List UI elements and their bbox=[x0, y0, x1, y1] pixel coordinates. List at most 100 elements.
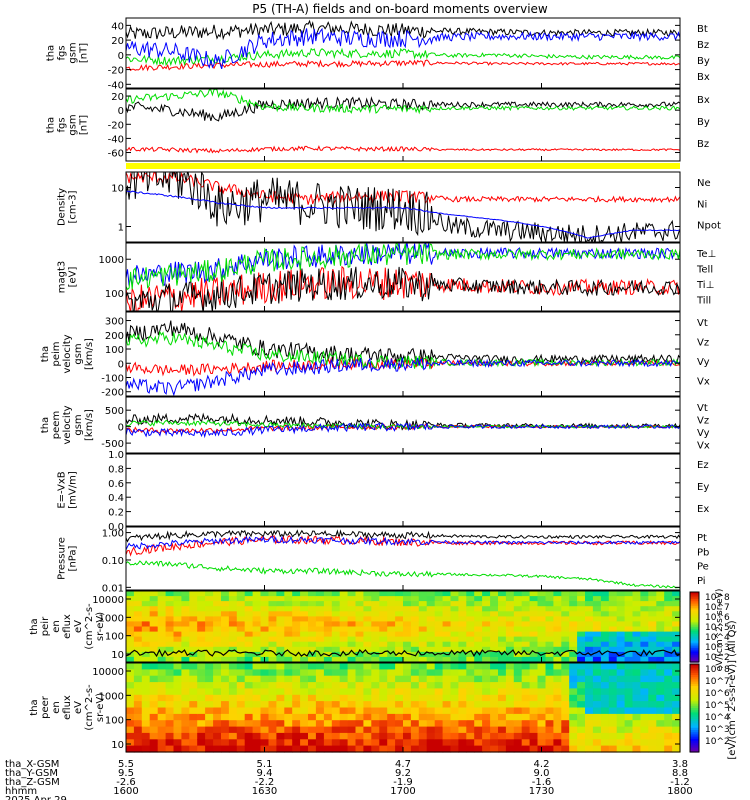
ylabel-temperature: [eV] bbox=[68, 267, 79, 288]
heat-cell bbox=[260, 606, 269, 612]
heat-cell bbox=[181, 621, 190, 628]
heat-cell bbox=[474, 688, 483, 696]
heat-cell bbox=[308, 675, 317, 683]
heat-cell bbox=[149, 707, 159, 715]
heat-cell bbox=[624, 720, 634, 728]
heat-cell bbox=[616, 732, 626, 740]
heat-cell bbox=[553, 739, 562, 747]
heat-cell bbox=[569, 713, 578, 721]
heat-cell bbox=[474, 663, 483, 670]
heat-cell bbox=[260, 611, 269, 617]
heat-cell bbox=[228, 656, 238, 663]
heat-cell bbox=[521, 641, 531, 648]
heat-cell bbox=[529, 682, 539, 690]
heat-cell bbox=[450, 713, 459, 721]
heat-cell bbox=[181, 675, 190, 683]
heat-cell bbox=[521, 713, 531, 721]
heat-cell bbox=[482, 720, 491, 728]
heat-cell bbox=[331, 631, 341, 638]
heat-cell bbox=[521, 651, 531, 658]
heat-cell bbox=[213, 591, 222, 597]
heat-cell bbox=[213, 636, 222, 643]
heat-cell bbox=[521, 732, 531, 740]
heat-cell bbox=[600, 732, 610, 740]
heat-cell bbox=[300, 616, 309, 623]
heat-cell bbox=[157, 669, 167, 677]
heat-cell bbox=[482, 726, 491, 734]
heat-cell bbox=[656, 611, 665, 617]
heat-cell bbox=[624, 636, 634, 643]
colorbar-cell bbox=[690, 688, 699, 691]
heat-cell bbox=[205, 631, 214, 638]
heat-cell bbox=[189, 591, 198, 597]
heat-cell bbox=[537, 688, 546, 696]
heat-cell bbox=[616, 641, 626, 648]
heat-cell bbox=[189, 621, 198, 628]
heat-cell bbox=[387, 745, 396, 753]
heat-cell bbox=[173, 606, 182, 612]
heat-cell bbox=[632, 641, 641, 648]
heat-cell bbox=[149, 713, 159, 721]
heat-cell bbox=[189, 675, 198, 683]
heat-cell bbox=[181, 606, 190, 612]
colorbar-cell bbox=[690, 651, 699, 654]
heat-cell bbox=[331, 745, 341, 753]
heat-cell bbox=[624, 675, 634, 683]
colorbar-cell bbox=[690, 727, 699, 731]
heat-cell bbox=[656, 682, 665, 690]
heat-cell bbox=[664, 636, 673, 643]
heat-cell bbox=[339, 707, 349, 715]
heat-cell bbox=[205, 596, 214, 602]
heat-cell bbox=[228, 636, 238, 643]
heat-cell bbox=[371, 621, 380, 628]
ytick-label: 0 bbox=[118, 423, 124, 434]
heat-cell bbox=[592, 726, 602, 734]
heat-cell bbox=[505, 745, 515, 753]
ylabel-peim-velocity: [km/s] bbox=[84, 338, 95, 370]
heat-cell bbox=[418, 631, 428, 638]
heat-cell bbox=[126, 682, 135, 690]
colorbar-cell bbox=[690, 609, 699, 612]
heat-cell bbox=[300, 745, 309, 753]
heat-cell bbox=[537, 669, 546, 677]
heat-cell bbox=[244, 631, 254, 638]
heat-cell bbox=[537, 682, 546, 690]
heat-cell bbox=[553, 669, 562, 677]
heat-cell bbox=[244, 596, 254, 602]
heat-cell bbox=[141, 646, 151, 653]
heat-cell bbox=[466, 626, 475, 633]
heat-cell bbox=[458, 682, 467, 690]
heat-cell bbox=[213, 596, 222, 602]
heat-cell bbox=[157, 626, 167, 633]
heat-cell bbox=[450, 720, 459, 728]
heat-cell bbox=[276, 656, 285, 663]
heat-cell bbox=[244, 745, 254, 753]
heat-cell bbox=[300, 621, 309, 628]
heat-cell bbox=[339, 601, 349, 607]
heat-cell bbox=[585, 626, 594, 633]
heat-cell bbox=[339, 739, 349, 747]
ytick-label: -100 bbox=[101, 373, 124, 384]
heat-cell bbox=[315, 646, 325, 653]
heat-cell bbox=[498, 616, 507, 623]
heat-cell bbox=[624, 626, 634, 633]
heat-cell bbox=[292, 675, 301, 683]
heat-cell bbox=[371, 701, 380, 709]
heat-cell bbox=[308, 591, 317, 597]
heat-cell bbox=[363, 596, 372, 602]
heat-cell bbox=[640, 688, 649, 696]
ylabel-peem-velocity: [km/s] bbox=[84, 409, 95, 441]
colorbar-tick: 10^6 bbox=[705, 613, 730, 623]
heat-cell bbox=[331, 688, 341, 696]
ylabel-density: Density bbox=[57, 188, 68, 226]
heat-cell bbox=[450, 596, 459, 602]
heat-cell bbox=[165, 591, 175, 597]
heat-cell bbox=[395, 646, 404, 653]
heat-cell bbox=[608, 656, 618, 663]
heat-cell bbox=[458, 656, 467, 663]
heat-cell bbox=[505, 713, 515, 721]
heat-cell bbox=[648, 739, 657, 747]
heat-cell bbox=[133, 739, 143, 747]
heat-cell bbox=[505, 720, 515, 728]
heat-cell bbox=[561, 694, 570, 702]
